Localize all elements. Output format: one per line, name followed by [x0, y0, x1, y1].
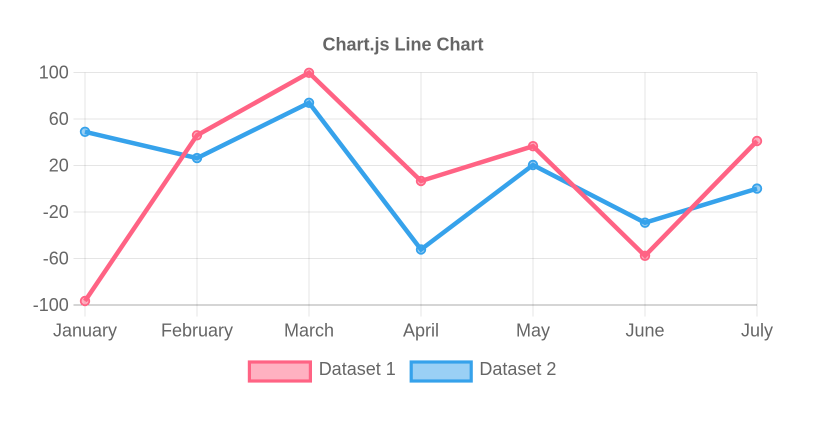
svg-text:January: January: [53, 320, 117, 340]
svg-text:April: April: [403, 320, 439, 340]
svg-text:100: 100: [39, 63, 69, 83]
svg-text:February: February: [161, 320, 233, 340]
svg-text:-20: -20: [43, 202, 69, 222]
svg-text:-100: -100: [33, 295, 69, 315]
svg-text:-60: -60: [43, 249, 69, 269]
svg-text:March: March: [284, 320, 334, 340]
svg-text:Dataset 1: Dataset 1: [319, 359, 396, 379]
svg-text:July: July: [741, 320, 773, 340]
svg-text:Chart.js Line Chart: Chart.js Line Chart: [322, 35, 483, 55]
svg-text:20: 20: [49, 156, 69, 176]
svg-text:60: 60: [49, 109, 69, 129]
svg-text:May: May: [516, 320, 550, 340]
svg-text:June: June: [625, 320, 664, 340]
svg-text:Dataset 2: Dataset 2: [479, 359, 556, 379]
